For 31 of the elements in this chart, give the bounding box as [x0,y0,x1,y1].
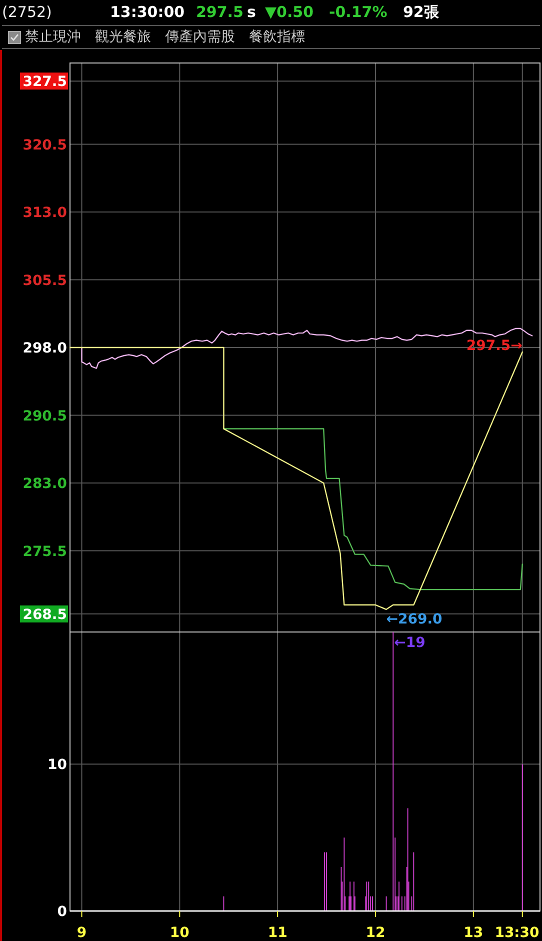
annotation: ←19 [394,635,426,651]
text: 觀光餐旅 [95,29,151,45]
text: (2752) [2,3,52,21]
x-tick-label: 13 [464,925,484,941]
line-series [81,328,533,369]
text: ▼0.50 [265,3,314,21]
text: 餐飲指標 [249,29,305,45]
x-tick-label: 12 [366,925,386,941]
y-tick-label: 320.5 [22,137,67,154]
x-tick-label: 11 [268,925,288,941]
text: 傳產內需股 [165,29,235,45]
x-tick-label: 9 [76,925,87,941]
text: 13:30:00 [110,3,185,21]
x-tick-label: 10 [170,925,190,941]
y-tick-label: 305.5 [22,272,67,289]
y-tick-label: 275.5 [22,544,67,560]
text: 92張 [403,3,439,21]
text: 禁止現沖 [25,29,81,45]
line-series [223,428,523,590]
annotation: ←269.0 [386,611,443,628]
y-tick-label: 0 [57,904,68,920]
annotation: 297.5→ [466,338,523,354]
y-tick-label: 313.0 [22,205,68,222]
y-tick-label: 298.0 [22,340,68,357]
text: 297.5 [196,3,244,21]
text: -0.17% [329,3,388,21]
y-tick-label: 10 [48,757,68,774]
y-tick-label: 290.5 [22,408,67,424]
y-tick-label: 283.0 [22,476,68,492]
x-tick-label: 13:30 [494,925,540,941]
text: s [247,3,256,21]
